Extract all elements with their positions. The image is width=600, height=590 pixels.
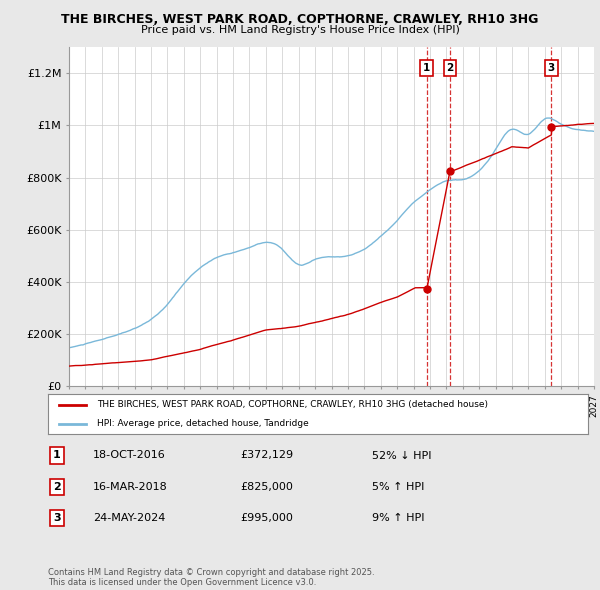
Text: 1: 1: [423, 63, 430, 73]
Text: 18-OCT-2016: 18-OCT-2016: [93, 451, 166, 460]
Text: 2: 2: [53, 482, 61, 491]
Text: 3: 3: [53, 513, 61, 523]
Text: 52% ↓ HPI: 52% ↓ HPI: [372, 451, 431, 460]
Text: 2: 2: [446, 63, 454, 73]
Text: £372,129: £372,129: [240, 451, 293, 460]
Text: £825,000: £825,000: [240, 482, 293, 491]
Text: HPI: Average price, detached house, Tandridge: HPI: Average price, detached house, Tand…: [97, 419, 308, 428]
Text: Contains HM Land Registry data © Crown copyright and database right 2025.
This d: Contains HM Land Registry data © Crown c…: [48, 568, 374, 587]
Text: 16-MAR-2018: 16-MAR-2018: [93, 482, 168, 491]
Text: £995,000: £995,000: [240, 513, 293, 523]
Text: THE BIRCHES, WEST PARK ROAD, COPTHORNE, CRAWLEY, RH10 3HG (detached house): THE BIRCHES, WEST PARK ROAD, COPTHORNE, …: [97, 400, 488, 409]
Text: 9% ↑ HPI: 9% ↑ HPI: [372, 513, 425, 523]
Text: 24-MAY-2024: 24-MAY-2024: [93, 513, 166, 523]
Text: Price paid vs. HM Land Registry's House Price Index (HPI): Price paid vs. HM Land Registry's House …: [140, 25, 460, 35]
Text: 3: 3: [548, 63, 555, 73]
Text: 5% ↑ HPI: 5% ↑ HPI: [372, 482, 424, 491]
Text: THE BIRCHES, WEST PARK ROAD, COPTHORNE, CRAWLEY, RH10 3HG: THE BIRCHES, WEST PARK ROAD, COPTHORNE, …: [61, 13, 539, 26]
Text: 1: 1: [53, 451, 61, 460]
